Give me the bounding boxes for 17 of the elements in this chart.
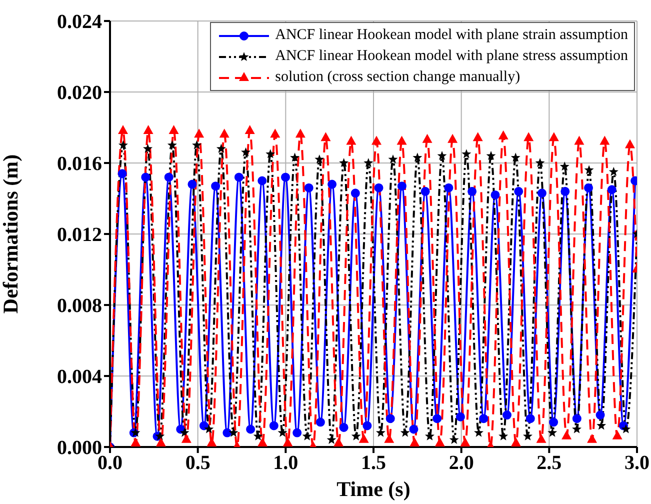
y-axis-title: Deformations (m) bbox=[0, 154, 22, 314]
y-tick-label: 0.004 bbox=[57, 366, 102, 388]
y-tick-label: 0.008 bbox=[57, 295, 102, 318]
x-tick-label: 2.5 bbox=[536, 452, 562, 474]
y-tick-label: 0.024 bbox=[57, 11, 102, 34]
x-tick-label: 2.0 bbox=[448, 452, 474, 474]
x-axis-title: Time (s) bbox=[336, 477, 410, 501]
legend-label: ANCF linear Hookean model with plane stress assumption bbox=[275, 47, 628, 66]
x-tick-label: 0.5 bbox=[185, 452, 210, 474]
y-tick-label: 0.016 bbox=[57, 153, 102, 176]
y-tick-label: 0.012 bbox=[57, 224, 102, 246]
x-tick-label: 1.0 bbox=[273, 452, 298, 474]
legend-label: ANCF linear Hookean model with plane strain assumption bbox=[275, 26, 628, 45]
y-tick-label: 0.020 bbox=[57, 82, 102, 104]
legend-label: solution (cross section change manually) bbox=[275, 68, 520, 87]
x-tick-label: 1.5 bbox=[361, 452, 386, 474]
x-tick-label: 3.0 bbox=[624, 452, 650, 474]
